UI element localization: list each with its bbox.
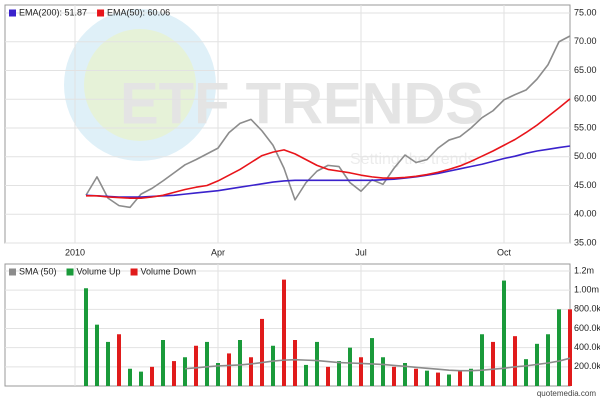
- legend-label: EMA(200): 51.87: [19, 7, 87, 17]
- volume-bar: [205, 341, 209, 386]
- volume-bar: [194, 345, 198, 386]
- x-tick-label: 2010: [65, 247, 85, 257]
- legend-label: Volume Up: [77, 266, 121, 276]
- x-tick-label: Apr: [211, 247, 225, 257]
- y-tick-label: 35.00: [574, 237, 597, 247]
- legend-label: SMA (50): [19, 266, 57, 276]
- volume-bar: [106, 341, 110, 386]
- y-tick-label: 800.0k: [574, 304, 600, 314]
- volume-bar: [502, 280, 506, 386]
- volume-bar: [568, 309, 572, 386]
- legend-swatch: [66, 268, 74, 276]
- volume-bar: [282, 279, 286, 386]
- volume-bar: [117, 334, 121, 386]
- volume-bar: [271, 345, 275, 386]
- volume-bar: [128, 368, 132, 386]
- line-series: [86, 98, 571, 199]
- volume-bar: [326, 366, 330, 386]
- volume-bar: [436, 372, 440, 386]
- y-tick-label: 200.0k: [574, 361, 600, 371]
- y-tick-label: 65.00: [574, 65, 597, 75]
- volume-bar: [216, 363, 220, 386]
- line-series: [85, 145, 571, 198]
- y-tick-label: 75.00: [574, 7, 597, 17]
- x-tick-label: Oct: [497, 247, 512, 257]
- watermark-circle: [84, 29, 196, 141]
- volume-bar: [315, 341, 319, 386]
- volume-bar: [381, 357, 385, 386]
- legend-swatch: [9, 268, 16, 276]
- y-tick-label: 400.0k: [574, 342, 600, 352]
- legend-label: EMA(50): 60.06: [107, 7, 170, 17]
- volume-bar: [304, 364, 308, 386]
- y-tick-label: 60.00: [574, 94, 597, 104]
- y-tick-label: 50.00: [574, 151, 597, 161]
- volume-bar: [403, 363, 407, 386]
- volume-bar: [161, 340, 165, 386]
- x-tick-label: Jul: [355, 247, 367, 257]
- credit: quotemedia.com: [537, 389, 596, 398]
- volume-bar: [370, 338, 374, 386]
- volume-bar: [546, 334, 550, 386]
- volume-bar: [139, 371, 143, 386]
- legend-label: Volume Down: [141, 266, 197, 276]
- volume-bar: [260, 318, 264, 386]
- legend-swatch: [97, 9, 105, 17]
- volume-bar: [469, 368, 473, 386]
- volume-bar: [183, 357, 187, 386]
- volume-bar: [227, 353, 231, 386]
- volume-bar: [524, 359, 528, 386]
- y-tick-label: 70.00: [574, 36, 597, 46]
- volume-bar: [348, 347, 352, 386]
- line-series: [184, 357, 571, 372]
- y-tick-label: 40.00: [574, 209, 597, 219]
- volume-bar: [359, 357, 363, 386]
- volume-bar: [480, 334, 484, 386]
- y-tick-label: 1.00m: [574, 285, 599, 295]
- watermark-text: ETF TRENDS: [120, 71, 484, 136]
- legend-swatch: [130, 268, 138, 276]
- legend-swatch: [9, 9, 16, 17]
- y-tick-label: 1.2m: [574, 265, 594, 275]
- volume-bar: [414, 368, 418, 386]
- volume-bar: [172, 361, 176, 386]
- volume-bar: [249, 357, 253, 386]
- volume-bar: [447, 374, 451, 386]
- y-tick-label: 55.00: [574, 122, 597, 132]
- volume-bar: [513, 336, 517, 386]
- line-series: [85, 35, 571, 209]
- y-tick-label: 600.0k: [574, 323, 600, 333]
- volume-bar: [425, 370, 429, 386]
- volume-bar: [491, 341, 495, 386]
- volume-bar: [557, 309, 561, 386]
- y-tick-label: 45.00: [574, 180, 597, 190]
- volume-bar: [238, 340, 242, 386]
- volume-bar: [84, 288, 88, 386]
- watermark: ETF TRENDS Setting the trends: [64, 9, 484, 168]
- volume-bar: [337, 361, 341, 386]
- volume-bar: [150, 366, 154, 386]
- volume-bar: [392, 366, 396, 386]
- volume-bar: [458, 370, 462, 386]
- volume-bar: [293, 340, 297, 386]
- volume-bar: [95, 324, 99, 386]
